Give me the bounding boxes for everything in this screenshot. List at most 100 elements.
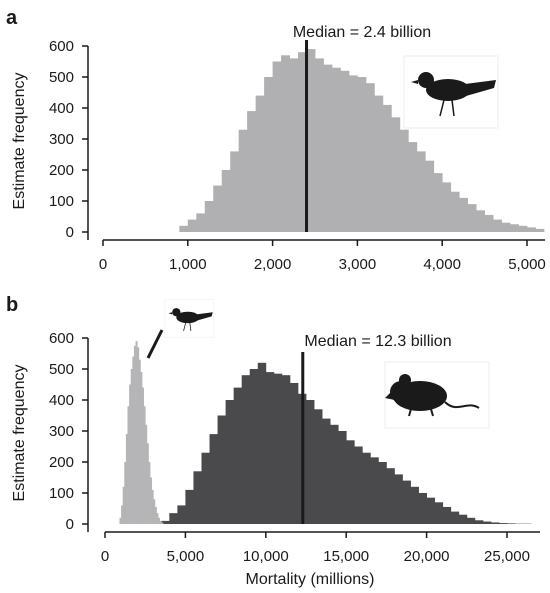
histogram-bar bbox=[482, 521, 492, 524]
histogram-bar bbox=[125, 434, 128, 524]
histogram-bar bbox=[306, 49, 316, 232]
histogram-bar bbox=[484, 214, 494, 232]
histogram-bar bbox=[122, 486, 125, 524]
histogram-bar bbox=[230, 151, 240, 232]
panel-a-bars bbox=[179, 49, 545, 233]
histogram-bar bbox=[501, 222, 511, 232]
histogram-bar bbox=[314, 409, 323, 524]
histogram-bar bbox=[201, 452, 210, 524]
histogram-bar bbox=[238, 129, 248, 232]
histogram-bar bbox=[408, 142, 418, 232]
histogram-bar bbox=[322, 418, 331, 524]
histogram-bar bbox=[130, 369, 133, 524]
histogram-bar bbox=[145, 424, 148, 524]
histogram-bar bbox=[535, 228, 545, 232]
histogram-bar bbox=[410, 486, 419, 524]
histogram-bar bbox=[196, 213, 206, 232]
histogram-bar bbox=[399, 129, 409, 232]
histogram-bar bbox=[159, 520, 162, 524]
x-tick-label: 20,000 bbox=[404, 548, 450, 565]
histogram-bar bbox=[442, 182, 452, 232]
histogram-bar bbox=[140, 372, 143, 524]
histogram-bar bbox=[161, 520, 170, 524]
histogram-bar bbox=[135, 341, 138, 524]
panel-a-ylabel: Estimate frequency bbox=[11, 73, 28, 210]
histogram-bar bbox=[348, 75, 358, 232]
panel-a-median-label: Median = 2.4 billion bbox=[293, 24, 431, 41]
histogram-bar bbox=[141, 387, 144, 524]
bird-icon bbox=[164, 299, 215, 338]
histogram-bar bbox=[370, 457, 379, 524]
histogram-bar bbox=[217, 415, 226, 524]
x-tick-label: 10,000 bbox=[243, 548, 289, 565]
y-tick-label: 100 bbox=[49, 193, 74, 210]
histogram-bar bbox=[362, 452, 371, 524]
panel-a-y-ticks: 0 100 200 300 400 500 600 bbox=[49, 38, 88, 241]
histogram-bar bbox=[289, 382, 299, 524]
x-tick-label: 3,000 bbox=[339, 256, 377, 273]
histogram-bar bbox=[450, 191, 460, 232]
histogram-bar bbox=[264, 77, 273, 232]
histogram-bar bbox=[158, 517, 161, 524]
y-tick-label: 400 bbox=[49, 100, 74, 117]
histogram-bar bbox=[241, 375, 251, 524]
x-tick-label: 1,000 bbox=[169, 256, 207, 273]
histogram-bar bbox=[416, 151, 426, 232]
histogram-bar bbox=[137, 347, 140, 524]
histogram-bar bbox=[156, 513, 159, 524]
x-tick-label: 0 bbox=[101, 548, 109, 565]
histogram-bar bbox=[281, 55, 290, 232]
histogram-bar bbox=[433, 173, 443, 232]
histogram-bar bbox=[213, 185, 223, 232]
histogram-bar bbox=[402, 480, 411, 524]
histogram-bar bbox=[391, 117, 401, 232]
histogram-bar bbox=[148, 462, 151, 524]
x-tick-label: 2,000 bbox=[254, 256, 292, 273]
y-tick-label: 600 bbox=[49, 330, 74, 347]
histogram-bar bbox=[185, 489, 194, 524]
histogram-bar bbox=[386, 468, 395, 524]
histogram-bar bbox=[127, 406, 130, 524]
bird-icon bbox=[403, 55, 499, 129]
histogram-bar bbox=[394, 474, 403, 524]
histogram-bar bbox=[209, 434, 218, 524]
histogram-bar bbox=[193, 471, 202, 524]
histogram-bar bbox=[474, 520, 484, 524]
histogram-bar bbox=[249, 369, 259, 524]
histogram-bar bbox=[177, 505, 186, 524]
histogram-bar bbox=[225, 400, 235, 524]
histogram-bar bbox=[426, 497, 436, 524]
histogram-bar bbox=[187, 219, 197, 232]
histogram-bar bbox=[476, 210, 485, 232]
histogram-bar bbox=[507, 523, 516, 524]
histogram-bar bbox=[132, 356, 135, 524]
histogram-bar bbox=[518, 225, 528, 232]
panel-a-x-ticks: 0 1,000 2,000 3,000 4,000 5,000 bbox=[99, 240, 546, 273]
panel-b: b Estimate frequency 0 100 200 300 400 500 600… bbox=[6, 294, 540, 588]
histogram-bar bbox=[490, 522, 500, 524]
histogram-bar bbox=[204, 201, 214, 232]
y-tick-label: 300 bbox=[49, 423, 74, 440]
histogram-bar bbox=[154, 506, 157, 524]
histogram-bar bbox=[354, 446, 363, 524]
histogram-bar bbox=[467, 204, 477, 232]
histogram-bar bbox=[272, 61, 282, 232]
histogram-bar bbox=[330, 424, 339, 524]
panel-b-ylabel: Estimate frequency bbox=[11, 365, 28, 502]
histogram-bar bbox=[450, 511, 460, 524]
x-tick-label: 4,000 bbox=[423, 256, 461, 273]
histogram-bar bbox=[498, 523, 508, 524]
histogram-bar bbox=[382, 104, 392, 232]
histogram-bar bbox=[133, 345, 136, 524]
histogram-bar bbox=[510, 224, 519, 232]
histogram-bar bbox=[265, 372, 275, 524]
histogram-bar bbox=[179, 225, 189, 232]
histogram-bar bbox=[119, 517, 122, 524]
histogram-bar bbox=[425, 160, 435, 232]
histogram-bar bbox=[418, 493, 427, 524]
histogram-bar bbox=[255, 95, 265, 232]
histogram-bar bbox=[527, 227, 536, 232]
mouse-icon bbox=[384, 361, 490, 429]
histogram-bar bbox=[458, 514, 468, 524]
